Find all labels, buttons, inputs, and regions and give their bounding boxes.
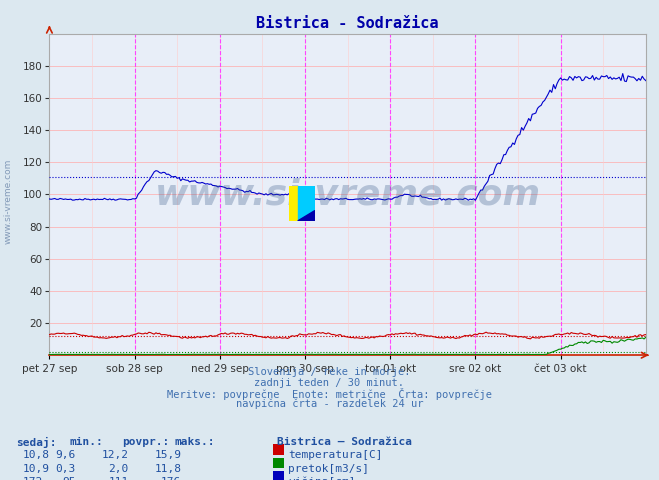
Text: povpr.:: povpr.: [122, 437, 169, 447]
Text: navpična črta - razdelek 24 ur: navpična črta - razdelek 24 ur [236, 399, 423, 409]
Text: Slovenija / reke in morje.: Slovenija / reke in morje. [248, 367, 411, 377]
Text: sedaj:: sedaj: [16, 437, 57, 448]
Polygon shape [298, 186, 315, 211]
Text: maks.:: maks.: [175, 437, 215, 447]
Text: 111: 111 [108, 477, 129, 480]
Text: 11,8: 11,8 [154, 464, 181, 474]
Text: 9,6: 9,6 [55, 450, 76, 460]
Text: 172: 172 [23, 477, 43, 480]
Text: zadnji teden / 30 minut.: zadnji teden / 30 minut. [254, 378, 405, 388]
Text: 10,8: 10,8 [23, 450, 50, 460]
Polygon shape [298, 211, 315, 221]
Text: 0,3: 0,3 [55, 464, 76, 474]
Text: 10,9: 10,9 [23, 464, 50, 474]
Text: 176: 176 [161, 477, 181, 480]
Text: Meritve: povprečne  Enote: metrične  Črta: povprečje: Meritve: povprečne Enote: metrične Črta:… [167, 388, 492, 400]
Polygon shape [298, 186, 315, 221]
Polygon shape [298, 211, 315, 221]
Text: 12,2: 12,2 [101, 450, 129, 460]
Text: min.:: min.: [69, 437, 103, 447]
Text: www.si-vreme.com: www.si-vreme.com [155, 178, 540, 211]
Text: višina[cm]: višina[cm] [288, 477, 355, 480]
Text: www.si-vreme.com: www.si-vreme.com [3, 159, 13, 244]
Text: temperatura[C]: temperatura[C] [288, 450, 382, 460]
Text: 2,0: 2,0 [108, 464, 129, 474]
Text: 95: 95 [63, 477, 76, 480]
Text: Bistrica – Sodražica: Bistrica – Sodražica [277, 437, 412, 447]
Text: pretok[m3/s]: pretok[m3/s] [288, 464, 369, 474]
Title: Bistrica - Sodražica: Bistrica - Sodražica [256, 16, 439, 31]
Text: 15,9: 15,9 [154, 450, 181, 460]
